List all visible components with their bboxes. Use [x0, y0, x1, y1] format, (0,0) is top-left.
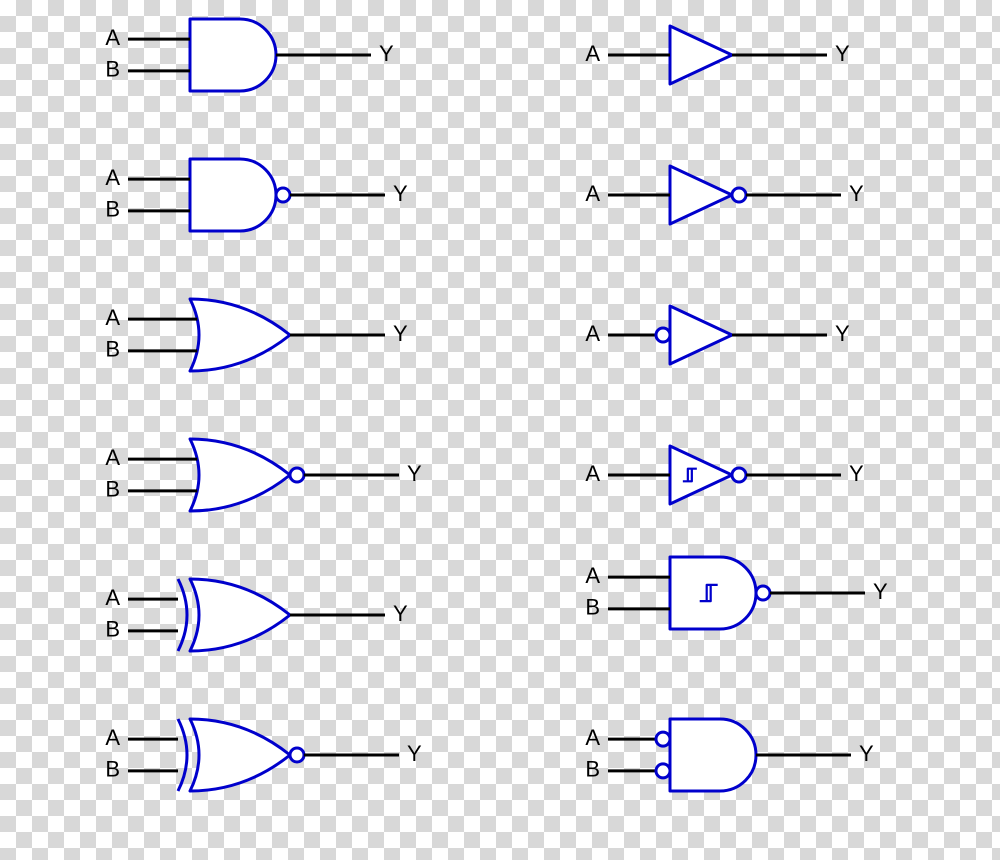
- output-label-y: Y: [849, 181, 864, 206]
- input-label-a: A: [585, 725, 600, 750]
- not-gate: AY: [585, 166, 864, 224]
- output-label-y: Y: [873, 579, 888, 604]
- nor-gate: AB Y: [105, 439, 422, 511]
- input-label-b: B: [585, 595, 600, 620]
- input-label-b: B: [105, 477, 120, 502]
- xor-gate: AB Y: [105, 579, 408, 651]
- buf-gate: AY: [585, 26, 850, 84]
- inv-in-buf-gate: AY: [585, 306, 850, 364]
- input-label-a: A: [585, 461, 600, 486]
- output-label-y: Y: [849, 461, 864, 486]
- xnor-gate: AB Y: [105, 719, 422, 791]
- output-label-y: Y: [859, 741, 874, 766]
- input-label-a: A: [105, 585, 120, 610]
- schmitt-nand-gate: AB Y: [585, 557, 888, 629]
- and-gate: AB Y: [105, 19, 394, 91]
- logic-gates-diagram: ABYABYABYABYABYABYAYAYAYAYABYABY: [0, 0, 1000, 860]
- output-label-y: Y: [379, 41, 394, 66]
- input-label-a: A: [585, 41, 600, 66]
- nand-inv-in-gate: AB Y: [585, 719, 874, 791]
- input-label-a: A: [585, 563, 600, 588]
- input-label-a: A: [585, 181, 600, 206]
- output-label-y: Y: [407, 461, 422, 486]
- input-label-a: A: [585, 321, 600, 346]
- output-label-y: Y: [835, 321, 850, 346]
- input-label-b: B: [105, 57, 120, 82]
- nand-gate: AB Y: [105, 159, 408, 231]
- input-label-a: A: [105, 445, 120, 470]
- input-label-b: B: [105, 617, 120, 642]
- input-label-b: B: [105, 337, 120, 362]
- output-label-y: Y: [393, 321, 408, 346]
- input-label-a: A: [105, 25, 120, 50]
- input-label-b: B: [105, 197, 120, 222]
- input-label-b: B: [105, 757, 120, 782]
- output-label-y: Y: [835, 41, 850, 66]
- or-gate: AB Y: [105, 299, 408, 371]
- input-label-a: A: [105, 305, 120, 330]
- output-label-y: Y: [393, 181, 408, 206]
- output-label-y: Y: [407, 741, 422, 766]
- input-label-a: A: [105, 725, 120, 750]
- schmitt-inv-gate: AY: [585, 446, 864, 504]
- input-label-a: A: [105, 165, 120, 190]
- input-label-b: B: [585, 757, 600, 782]
- output-label-y: Y: [393, 601, 408, 626]
